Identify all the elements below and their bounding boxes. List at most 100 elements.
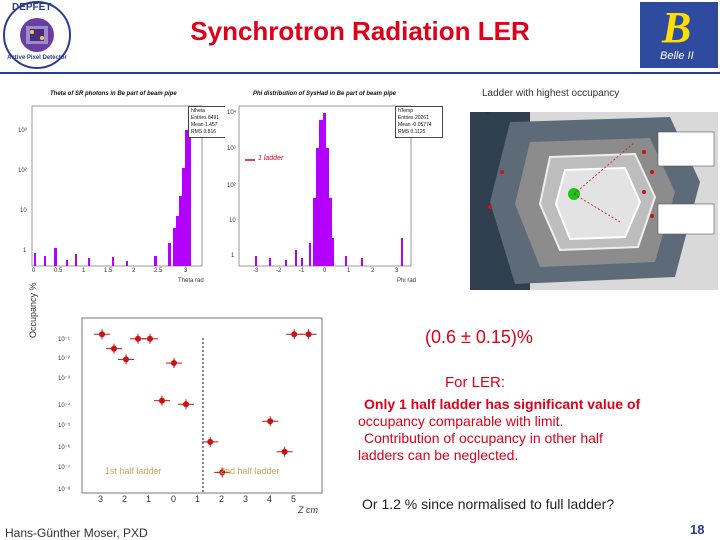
theta-xtick-3: 1.5	[104, 268, 113, 274]
first-half-label: 1st half ladder	[105, 466, 162, 476]
first-half-point-4	[142, 333, 158, 344]
second-half-point-4	[286, 329, 303, 340]
detector-render-drawing	[470, 112, 718, 290]
ler-line-3: Contribution of occupancy in other half	[364, 430, 603, 446]
normalisation-note: Or 1.2 % since normalised to full ladder…	[362, 496, 615, 512]
second-half-point-1	[214, 467, 231, 478]
occ-xtick-5: 2	[219, 494, 225, 504]
slide-title: Synchrotron Radiation LER	[190, 16, 530, 46]
occ-xtick-6: 3	[243, 494, 249, 504]
second-half-point-5	[300, 329, 317, 340]
theta-xtick-4: 2	[132, 268, 136, 274]
occ-ytick-1: 10⁻²	[58, 356, 70, 362]
theta-ytick-1: 10²	[18, 168, 27, 174]
occ-xtick-3: 0	[171, 494, 177, 504]
depfet-logo: DEPFET Active Pixel Detector	[2, 0, 72, 70]
phi-hist-title: Phi distribution of SysHad in Be part of…	[253, 91, 397, 97]
occ-ytick-3: 10⁻⁴	[58, 403, 71, 409]
phi-xtick-1: -2	[276, 268, 282, 274]
phi-ytick-0: 10⁴	[227, 110, 237, 116]
phi-xtick-5: 2	[371, 268, 375, 274]
occupancy-svg	[81, 317, 323, 494]
second-half-point-2	[262, 416, 279, 427]
first-half-point-7	[178, 399, 194, 410]
theta-xtick-1: 0.5	[54, 268, 63, 274]
page-number: 18	[690, 522, 705, 537]
occupancy-ylabel: Occupancy %	[28, 282, 38, 338]
occ-xtick-1: 2	[122, 494, 128, 504]
theta-ytick-2: 10	[20, 208, 27, 214]
ler-line-4: ladders can be neglected.	[358, 447, 519, 463]
theta-ytick-3: 1	[23, 248, 27, 254]
logo-right-text: Belle II	[660, 50, 694, 62]
theta-stats-entries: Entries 8491	[191, 115, 220, 121]
phi-ytick-4: 1	[231, 253, 235, 259]
occ-ytick-6: 10⁻⁷	[58, 465, 71, 471]
theta-stats-rms: RMS 0.816	[191, 129, 217, 135]
phi-stats-box: hTemp Entries 20261 Mean -0.05774 RMS 0.…	[395, 106, 443, 138]
theta-stats-box: htheta Entries 8491 Mean 1.457 RMS 0.816	[188, 106, 228, 138]
theta-xtick-0: 0	[32, 268, 36, 274]
second-half-label: 2nd half ladder	[220, 466, 280, 476]
second-half-point-0	[202, 436, 219, 447]
logo-left-bottom-text: Active Pixel Detector	[7, 55, 67, 61]
phi-stats-name: hTemp	[398, 108, 414, 114]
theta-xlabel: Theta rad	[178, 278, 204, 284]
logo-left-top-text: DEPFET	[12, 2, 52, 13]
render-label: Ladder with highest occupancy	[482, 88, 620, 99]
belle2-logo: B Belle II	[640, 2, 718, 68]
ler-line-2: occupancy comparable with limit.	[358, 413, 564, 429]
phi-xtick-2: -1	[299, 268, 305, 274]
occ-xtick-2: 1	[146, 494, 152, 504]
second-half-point-3	[276, 446, 293, 457]
occ-xtick-4: 1	[195, 494, 201, 504]
theta-xtick-2: 1	[82, 268, 86, 274]
occ-ytick-4: 10⁻⁵	[58, 423, 71, 429]
phi-stats-mean: Mean -0.05774	[398, 122, 432, 128]
first-half-point-6	[166, 358, 182, 369]
occ-ytick-2: 10⁻³	[58, 376, 70, 382]
theta-stats-mean: Mean 1.457	[191, 122, 218, 128]
ler-line-1: Only 1 half ladder has significant value…	[364, 396, 641, 412]
occ-ytick-5: 10⁻⁶	[58, 445, 71, 451]
occ-ytick-7: 10⁻⁸	[58, 487, 71, 493]
phi-ytick-3: 10	[229, 218, 236, 224]
phi-legend-label: 1 ladder	[258, 155, 284, 162]
phi-stats-entries: Entries 20261	[398, 115, 429, 121]
phi-xtick-6: 3	[395, 268, 399, 274]
first-half-point-0	[94, 329, 110, 340]
theta-stats-name: htheta	[191, 108, 205, 114]
first-half-point-1	[106, 343, 122, 354]
theta-xtick-6: 3	[184, 268, 188, 274]
first-half-point-5	[154, 395, 170, 406]
occ-xtick-8: 5	[291, 494, 297, 504]
footer-author: Hans-Günther Moser, PXD	[5, 526, 148, 540]
theta-hist-bars	[34, 118, 191, 266]
detector-render	[470, 112, 718, 290]
theta-xtick-5: 2.5	[154, 268, 163, 274]
phi-hist-plot	[238, 105, 412, 267]
phi-ytick-2: 10²	[227, 183, 236, 189]
first-half-point-3	[130, 333, 146, 344]
occ-ytick-0: 10⁻¹	[58, 337, 70, 343]
title-rule	[0, 72, 720, 74]
first-half-point-2	[118, 354, 134, 365]
theta-hist-plot	[31, 105, 203, 267]
ler-body: Only 1 half ladder has significant value…	[358, 396, 678, 464]
theta-ytick-0: 10³	[18, 128, 27, 134]
ler-heading: For LER:	[445, 374, 506, 391]
phi-xtick-4: 1	[347, 268, 351, 274]
phi-xlabel: Phi rad	[397, 278, 417, 284]
phi-histogram: Phi distribution of SysHad in Be part of…	[225, 88, 443, 288]
occupancy-plot: Occupancy % 10⁻¹ 10⁻² 10⁻³ 10⁻⁴ 10⁻⁵ 10⁻…	[28, 282, 330, 520]
logo-right-letter: B	[662, 3, 692, 52]
occ-xlabel: Z cm	[298, 505, 318, 515]
occupancy-value: (0.6 ± 0.15)%	[425, 327, 533, 347]
phi-hist-bars	[255, 113, 403, 266]
theta-hist-title: Theta of SR photons in Be part of beam p…	[50, 91, 177, 97]
phi-ytick-1: 10³	[227, 146, 236, 152]
phi-stats-rms: RMS 0.1125	[398, 129, 426, 135]
occ-xtick-0: 3	[98, 494, 104, 504]
theta-histogram: Theta of SR photons in Be part of beam p…	[8, 88, 228, 288]
phi-xtick-3: 0	[323, 268, 327, 274]
